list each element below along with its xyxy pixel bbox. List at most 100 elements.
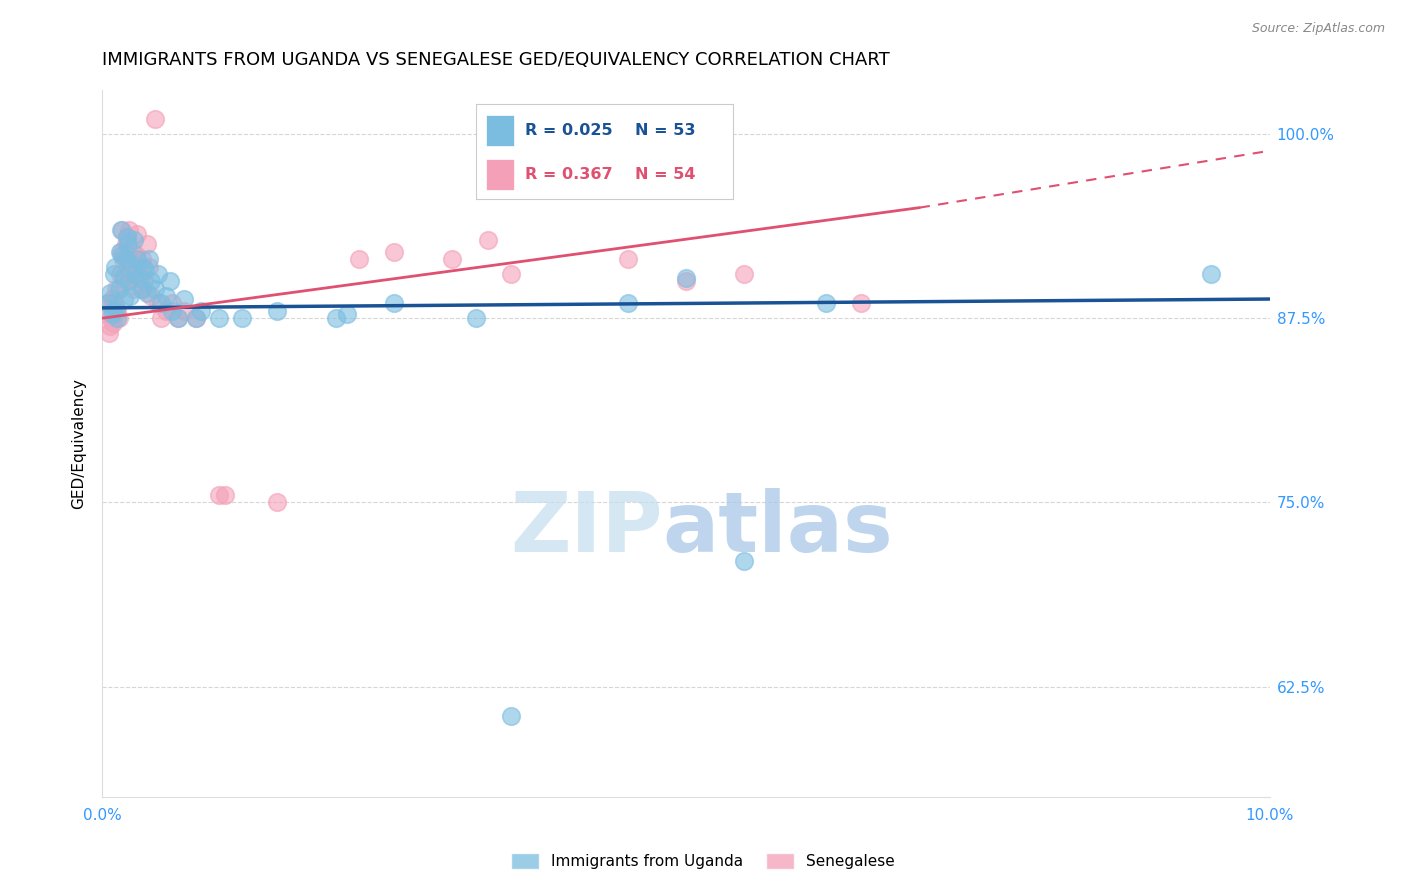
Point <box>107 311 129 326</box>
Point <box>815 296 838 310</box>
Point <box>115 230 138 244</box>
Point <box>114 237 136 252</box>
Point <box>117 260 139 274</box>
Point <box>441 252 464 267</box>
Point <box>122 282 145 296</box>
Point <box>138 260 160 274</box>
Point <box>214 488 236 502</box>
Point <box>125 248 148 262</box>
Point <box>100 286 122 301</box>
Point <box>114 252 136 267</box>
Point <box>118 274 141 288</box>
Point <box>128 271 150 285</box>
Point <box>121 244 143 259</box>
Point <box>173 292 195 306</box>
Point <box>134 274 156 288</box>
Point <box>128 267 150 281</box>
Point <box>104 260 127 274</box>
Point <box>100 292 122 306</box>
Point <box>111 248 134 262</box>
Point <box>97 296 120 310</box>
Point <box>135 237 157 252</box>
Point <box>120 289 142 303</box>
Point <box>103 296 125 310</box>
Point <box>112 274 135 288</box>
Point <box>98 326 121 340</box>
Point <box>105 303 128 318</box>
Point <box>733 267 755 281</box>
Point <box>167 311 190 326</box>
Point <box>266 495 288 509</box>
Point <box>118 223 141 237</box>
Point <box>120 257 142 271</box>
Point <box>97 296 120 310</box>
Point <box>208 311 231 326</box>
Point <box>733 554 755 568</box>
Point <box>675 271 697 285</box>
Point <box>100 307 122 321</box>
Point <box>127 252 149 267</box>
Point <box>184 311 207 326</box>
Point <box>105 311 128 326</box>
Point <box>382 244 405 259</box>
Point <box>103 267 125 281</box>
Point <box>173 303 195 318</box>
Point <box>266 303 288 318</box>
Point <box>167 311 190 326</box>
Point <box>131 252 153 267</box>
Point <box>162 303 184 318</box>
Point <box>110 223 132 237</box>
Point <box>141 274 163 288</box>
Point <box>162 296 184 310</box>
Point <box>96 307 118 321</box>
Legend: Immigrants from Uganda, Senegalese: Immigrants from Uganda, Senegalese <box>505 847 901 875</box>
Point <box>108 267 131 281</box>
Point <box>148 267 170 281</box>
Point <box>190 303 212 318</box>
Point <box>120 267 142 281</box>
Point <box>184 311 207 326</box>
Point <box>141 289 163 303</box>
Point <box>155 303 177 318</box>
Point <box>115 230 138 244</box>
Point <box>110 244 132 259</box>
Point <box>101 316 124 330</box>
Point <box>616 252 638 267</box>
Text: Source: ZipAtlas.com: Source: ZipAtlas.com <box>1251 22 1385 36</box>
Point <box>134 262 156 277</box>
Point <box>122 233 145 247</box>
Point <box>499 709 522 723</box>
Point <box>135 286 157 301</box>
Point <box>124 267 146 281</box>
Point <box>107 282 129 296</box>
Text: atlas: atlas <box>662 488 893 569</box>
Point <box>149 296 172 310</box>
Point <box>336 307 359 321</box>
Point <box>208 488 231 502</box>
Point <box>1201 267 1223 281</box>
Point <box>231 311 253 326</box>
Point <box>129 282 152 296</box>
Point <box>499 267 522 281</box>
Point <box>127 227 149 242</box>
Point <box>347 252 370 267</box>
Point <box>105 301 128 315</box>
Point <box>112 252 135 267</box>
Point <box>325 311 347 326</box>
Text: IMMIGRANTS FROM UGANDA VS SENEGALESE GED/EQUIVALENCY CORRELATION CHART: IMMIGRANTS FROM UGANDA VS SENEGALESE GED… <box>103 51 890 69</box>
Point <box>108 244 131 259</box>
Point <box>477 233 499 247</box>
Point <box>112 292 135 306</box>
Point <box>143 282 166 296</box>
Point <box>148 296 170 310</box>
Point <box>464 311 486 326</box>
Text: ZIP: ZIP <box>510 488 662 569</box>
Y-axis label: GED/Equivalency: GED/Equivalency <box>72 378 86 509</box>
Point <box>117 237 139 252</box>
Point <box>382 296 405 310</box>
Point <box>111 223 134 237</box>
Point <box>120 252 142 267</box>
Point <box>155 289 177 303</box>
Point <box>104 307 127 321</box>
Point <box>143 112 166 127</box>
